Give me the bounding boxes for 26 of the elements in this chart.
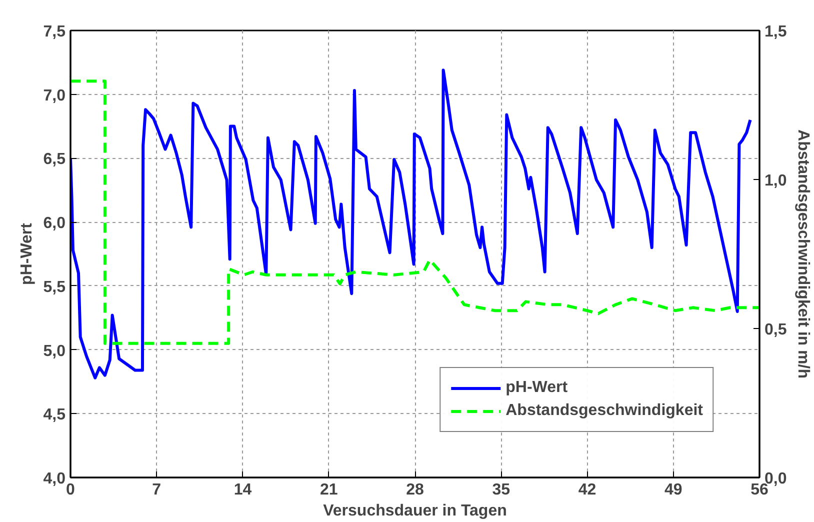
y2-tick-label: 0,5 <box>764 322 787 338</box>
x-axis-title: Versuchsdauer in Tagen <box>323 502 507 520</box>
y-tick-label: 4,5 <box>43 406 66 424</box>
x-tick-label: 7 <box>152 482 162 498</box>
x-tick-label: 49 <box>664 482 682 498</box>
y-tick-label: 7,5 <box>43 24 66 40</box>
y-tick-label: 5,0 <box>43 342 66 360</box>
x-tick-label: 42 <box>578 482 596 498</box>
legend-label: Abstandsgeschwindigkeit <box>506 402 703 420</box>
y-tick-label: 6,0 <box>43 215 66 232</box>
legend-label: pH-Wert <box>506 379 568 397</box>
x-tick-label: 35 <box>492 482 510 498</box>
y-tick-label: 5,5 <box>43 278 66 296</box>
y2-axis-title: Abstandsgeschwindigkeit in m/h <box>794 130 812 378</box>
x-tick-label: 21 <box>320 482 338 498</box>
y2-tick-label: 1,5 <box>764 24 787 40</box>
y-axis-title: pH-Wert <box>18 222 36 285</box>
line-series <box>70 68 752 380</box>
x-tick-label: 28 <box>406 482 424 498</box>
x-tick-label: 0 <box>66 482 76 498</box>
line-series <box>70 80 760 345</box>
x-tick-label: 14 <box>234 482 252 498</box>
y-tick-label: 6,5 <box>43 151 66 168</box>
y-tick-label: 7,0 <box>43 87 66 104</box>
y-tick-label: 4,0 <box>43 470 66 488</box>
y2-tick-label: 1,0 <box>764 172 787 190</box>
